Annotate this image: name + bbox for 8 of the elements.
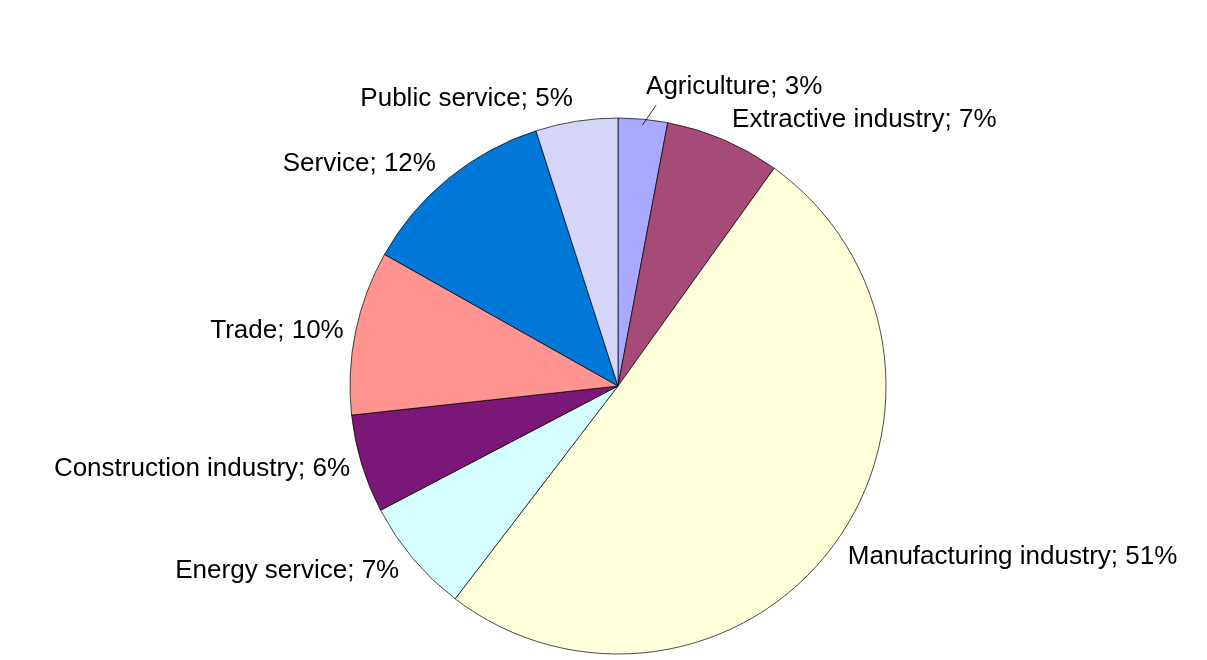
slice-label: Public service; 5% (360, 81, 573, 112)
slice-label: Construction industry; 6% (53, 451, 351, 482)
slice-label: Service; 12% (282, 146, 436, 177)
slice-label: Extractive industry; 7% (732, 103, 997, 134)
slice-label: Manufacturing industry; 51% (847, 540, 1178, 571)
slice-label: Agriculture; 3% (646, 70, 823, 101)
slice-label: Energy service; 7% (175, 554, 400, 585)
slice-label: Trade; 10% (210, 313, 344, 344)
